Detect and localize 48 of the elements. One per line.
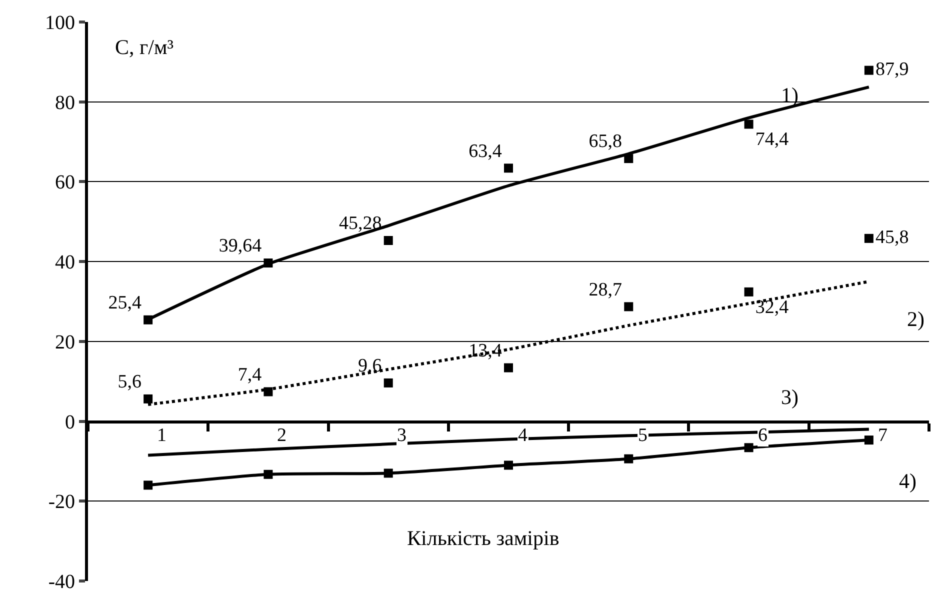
- point: [144, 394, 153, 404]
- point: [504, 164, 513, 173]
- point: [384, 236, 393, 245]
- point: [864, 66, 874, 75]
- data-label: 74,4: [755, 129, 790, 150]
- point: [864, 436, 874, 445]
- y-tick-label: 20: [55, 331, 75, 354]
- x-tick-label: 3: [397, 425, 406, 446]
- data-label: 39,64: [218, 236, 262, 257]
- data-label: 87,9: [876, 59, 909, 80]
- data-label: 28,7: [588, 279, 622, 300]
- point: [744, 120, 754, 129]
- y-tick-label: 100: [45, 12, 75, 34]
- data-label: 45,8: [876, 227, 909, 248]
- x-tick-label: 7: [878, 425, 888, 446]
- data-label: 5,6: [118, 372, 142, 393]
- annotation: 2): [907, 307, 924, 331]
- x-axis-title: Кількість замірів: [407, 526, 560, 550]
- point: [744, 443, 754, 452]
- point: [144, 480, 153, 490]
- y-tick-label: 80: [55, 92, 75, 114]
- data-label: 65,8: [588, 131, 622, 152]
- y-axis-title: C, г/м³: [115, 35, 174, 59]
- point: [384, 468, 393, 478]
- annotation: 4): [899, 469, 916, 493]
- data-label: 7,4: [238, 364, 262, 386]
- y-tick-label: -40: [48, 571, 75, 593]
- point: [264, 470, 273, 479]
- point: [384, 378, 393, 388]
- x-tick-label: 1: [157, 425, 166, 446]
- y-tick-label: 60: [55, 172, 75, 194]
- data-label: 32,4: [755, 296, 790, 318]
- point: [744, 287, 754, 296]
- data-label: 45,28: [338, 213, 382, 234]
- y-tick-label: -20: [48, 491, 75, 514]
- annotation: 3): [781, 385, 798, 409]
- point: [624, 302, 634, 312]
- point: [504, 363, 513, 372]
- point: [864, 234, 874, 243]
- y-tick-label: 0: [65, 411, 75, 434]
- x-tick-label: 4: [518, 425, 528, 446]
- data-label: 63,4: [468, 140, 502, 162]
- data-label: 25,4: [108, 292, 142, 314]
- y-tick-label: 40: [55, 252, 75, 274]
- x-tick-label: 6: [758, 425, 768, 446]
- point: [624, 454, 634, 464]
- x-tick-label: 2: [277, 425, 286, 446]
- point: [504, 460, 513, 470]
